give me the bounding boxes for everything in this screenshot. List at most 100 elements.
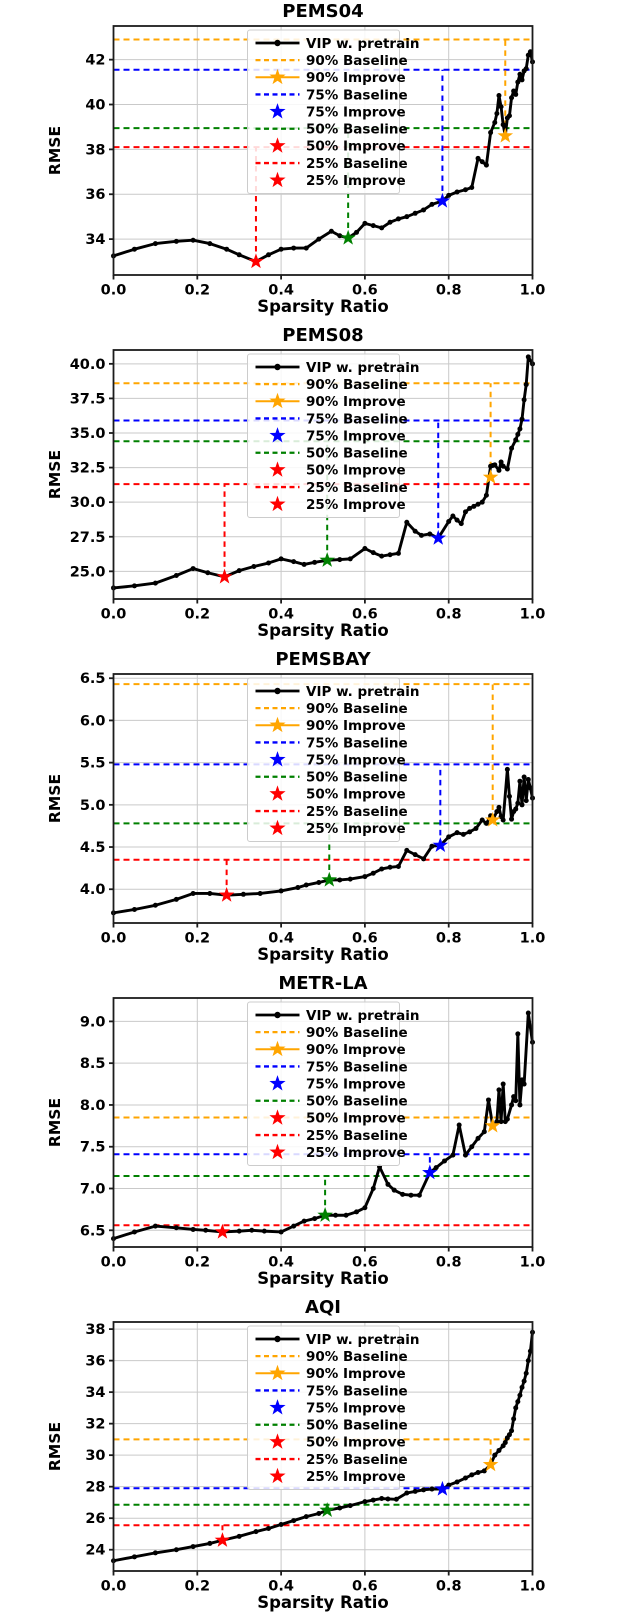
legend-label: 25% Baseline [306, 480, 408, 496]
legend-item-50-improve: 50% Improve [269, 461, 406, 479]
improve-star-25pct [216, 568, 233, 584]
series-point [511, 1416, 517, 1422]
legend-dot-sample [274, 1011, 281, 1019]
series-point [131, 1554, 137, 1560]
series-point [173, 572, 179, 578]
legend-dot-sample [274, 39, 281, 47]
series-point [460, 831, 466, 837]
series-point [494, 110, 500, 116]
y-tick-label: 32.5 [70, 461, 106, 477]
legend-label: 90% Improve [306, 1042, 406, 1058]
legend-box [247, 1325, 400, 1490]
series-point [249, 1227, 255, 1233]
series-point [236, 568, 242, 574]
series-point [427, 531, 433, 537]
series-point [387, 864, 393, 870]
series-point [303, 245, 309, 251]
x-axis-label: Sparsity Ratio [257, 1593, 389, 1612]
legend-item-25-baseline: 25% Baseline [255, 156, 408, 172]
legend-item-75-baseline: 75% Baseline [255, 1383, 408, 1399]
x-tick-label: 0.0 [101, 1579, 127, 1595]
series-point [257, 890, 263, 896]
series-markers [111, 1010, 535, 1242]
series-point [496, 93, 502, 99]
series-point [418, 532, 424, 538]
series-point [515, 431, 521, 437]
series-point [301, 1218, 307, 1224]
legend-label: 25% Improve [306, 497, 406, 513]
legend-label: 75% Improve [306, 752, 406, 768]
series-point [509, 1428, 515, 1434]
x-axis-label: Sparsity Ratio [257, 297, 389, 316]
legend-item-75-improve: 75% Improve [269, 103, 406, 120]
series-point [429, 1486, 435, 1492]
series-point [347, 556, 353, 562]
series-point [370, 870, 376, 876]
y-tick-label: 7.0 [80, 1182, 106, 1198]
legend-label: 25% Baseline [306, 1452, 408, 1468]
series-point [500, 1081, 506, 1087]
legend-item-90-baseline: 90% Baseline [255, 701, 408, 717]
series-point [479, 499, 485, 505]
series-point [354, 229, 360, 235]
legend-item-vip-w-pretrain: VIP w. pretrain [255, 684, 419, 700]
legend-item-50-improve: 50% Improve [269, 137, 406, 155]
legend-label: 50% Baseline [306, 1094, 408, 1110]
plot-frame [112, 673, 534, 924]
series-point [393, 1496, 399, 1502]
chart-metr-la: 0.0 0.2 0.4 0.6 0.8 1.0 6.5 7.0 7.5 8.0 8.5 9.0 METR… [0, 972, 617, 1296]
series-point [278, 556, 284, 562]
legend-label: 75% Improve [306, 1076, 406, 1092]
plot-frame [112, 349, 534, 600]
series-point [337, 233, 343, 239]
legend-label: 25% Baseline [306, 1128, 408, 1144]
legend-box [247, 29, 400, 194]
legend-label: 25% Baseline [306, 156, 408, 172]
series-point [498, 459, 504, 465]
legend-item-50-baseline: 50% Baseline [255, 122, 408, 138]
series-point [387, 219, 393, 225]
series-point [496, 467, 502, 473]
legend-item-25-baseline: 25% Baseline [255, 1452, 408, 1468]
series-point [515, 800, 521, 806]
series-point [509, 816, 515, 822]
series-point [412, 210, 418, 216]
series-point [517, 426, 523, 432]
series-point [496, 804, 502, 810]
series-point [236, 1533, 242, 1539]
series-point [494, 1119, 500, 1125]
series-point [303, 882, 309, 888]
y-tick-label: 4.0 [80, 882, 106, 898]
legend-label: 25% Improve [306, 1469, 406, 1485]
x-tick-label: 0.2 [184, 1255, 210, 1271]
series-point [395, 863, 401, 869]
x-tick-label: 0.0 [101, 607, 127, 623]
legend-star-icon [269, 819, 286, 836]
series-point [513, 806, 519, 812]
legend-item-75-improve: 75% Improve [269, 1075, 406, 1092]
series-point [190, 566, 196, 572]
series-point [481, 1468, 487, 1474]
series-point [462, 187, 468, 193]
series-point [454, 517, 460, 523]
series-point [519, 77, 525, 83]
improve-star-50pct [319, 552, 335, 567]
series-point [395, 550, 401, 556]
legend-item-50-baseline: 50% Baseline [255, 770, 408, 786]
series-point [473, 825, 479, 831]
series-point [517, 1102, 523, 1108]
chart-svg-pems08: 0.0 0.2 0.4 0.6 0.8 1.0 25.0 27.5 30.0 32.5 35.0 37… [46, 325, 545, 640]
legend-item-90-baseline: 90% Baseline [255, 1349, 408, 1365]
series-point [515, 1399, 521, 1405]
legend-label: 90% Improve [306, 394, 406, 410]
series-point [173, 896, 179, 902]
series-point [458, 521, 464, 527]
series-point [523, 66, 529, 72]
legend-label: 50% Baseline [306, 1418, 408, 1434]
legend-label: VIP w. pretrain [306, 36, 419, 52]
series-point [483, 162, 489, 168]
series-point [469, 1144, 475, 1150]
